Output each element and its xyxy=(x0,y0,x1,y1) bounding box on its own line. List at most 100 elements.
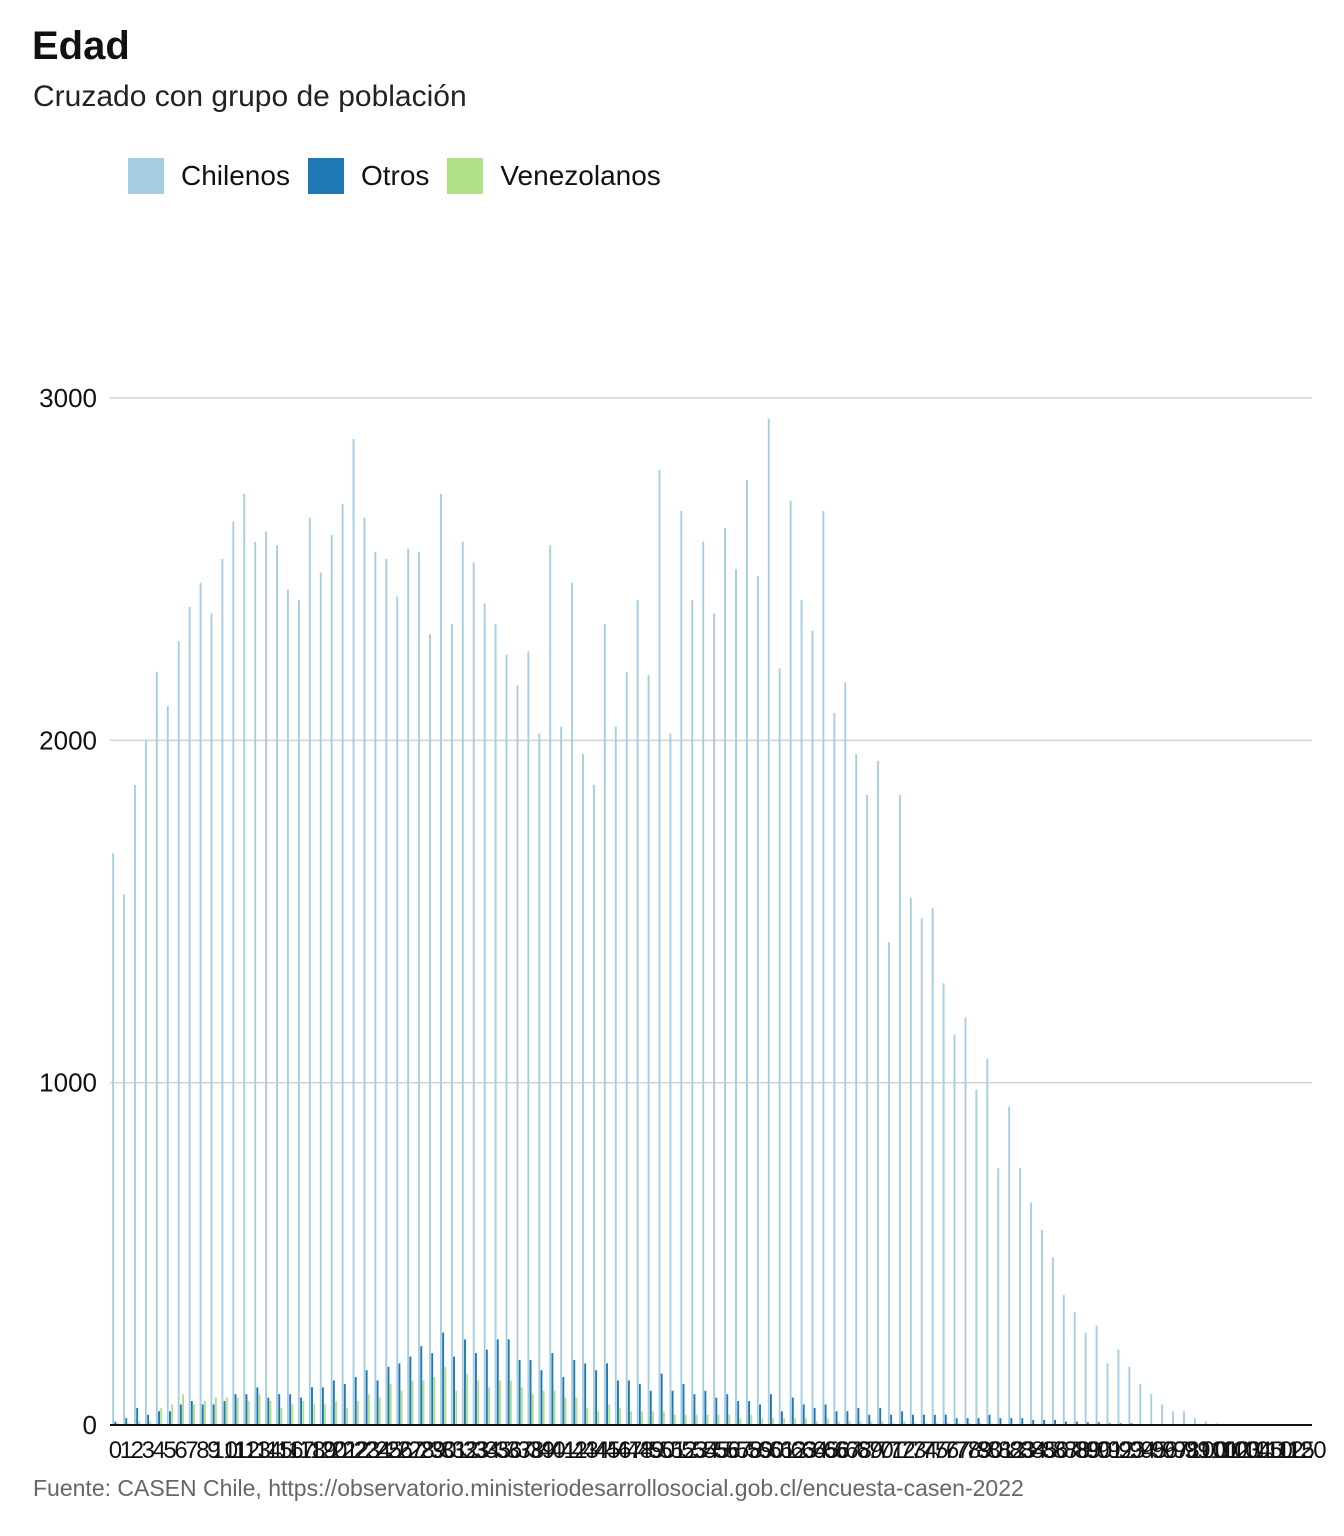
bar-chilenos-14[interactable] xyxy=(265,531,268,1425)
bar-chilenos-57[interactable] xyxy=(735,569,737,1425)
bar-chilenos-15[interactable] xyxy=(276,545,278,1425)
bar-otros-37[interactable] xyxy=(518,1359,521,1425)
bar-venezolanos-41[interactable] xyxy=(564,1397,567,1425)
bar-chilenos-61[interactable] xyxy=(778,668,781,1425)
bar-venezolanos-23[interactable] xyxy=(367,1394,370,1425)
bar-chilenos-48[interactable] xyxy=(636,599,639,1425)
bar-otros-78[interactable] xyxy=(966,1418,969,1425)
bar-otros-40[interactable] xyxy=(551,1353,554,1425)
bar-otros-2[interactable] xyxy=(136,1407,139,1425)
bar-chilenos-12[interactable] xyxy=(243,493,246,1426)
bar-chilenos-65[interactable] xyxy=(822,510,825,1426)
bar-otros-31[interactable] xyxy=(453,1356,456,1425)
bar-chilenos-41[interactable] xyxy=(560,726,563,1425)
bar-venezolanos-31[interactable] xyxy=(455,1390,458,1425)
bar-otros-52[interactable] xyxy=(682,1383,685,1425)
bar-chilenos-60[interactable] xyxy=(767,418,770,1425)
bar-otros-13[interactable] xyxy=(256,1387,259,1425)
bar-otros-12[interactable] xyxy=(245,1394,248,1425)
bar-chilenos-68[interactable] xyxy=(855,754,858,1425)
bar-chilenos-55[interactable] xyxy=(713,613,716,1425)
bar-otros-23[interactable] xyxy=(365,1370,368,1425)
bar-chilenos-49[interactable] xyxy=(647,675,650,1425)
bar-chilenos-30[interactable] xyxy=(440,493,442,1426)
bar-chilenos-40[interactable] xyxy=(549,545,552,1425)
bar-venezolanos-5[interactable] xyxy=(171,1404,174,1425)
bar-chilenos-43[interactable] xyxy=(582,754,584,1425)
legend-item-otros[interactable]: Otros xyxy=(307,158,429,194)
bar-otros-66[interactable] xyxy=(835,1411,838,1425)
bar-chilenos-9[interactable] xyxy=(210,613,213,1425)
bar-venezolanos-26[interactable] xyxy=(400,1390,403,1425)
bar-chilenos-53[interactable] xyxy=(691,599,694,1425)
bar-otros-68[interactable] xyxy=(857,1407,860,1425)
bar-chilenos-21[interactable] xyxy=(341,504,344,1425)
bar-otros-41[interactable] xyxy=(562,1377,565,1425)
bar-venezolanos-13[interactable] xyxy=(258,1394,261,1425)
bar-venezolanos-19[interactable] xyxy=(324,1404,327,1425)
bar-otros-11[interactable] xyxy=(234,1394,237,1425)
bar-otros-69[interactable] xyxy=(868,1414,871,1425)
bar-venezolanos-51[interactable] xyxy=(673,1414,676,1425)
bar-otros-55[interactable] xyxy=(715,1397,718,1425)
bar-venezolanos-47[interactable] xyxy=(630,1411,633,1425)
bar-chilenos-93[interactable] xyxy=(1128,1366,1131,1425)
bar-otros-53[interactable] xyxy=(693,1394,696,1425)
bar-chilenos-75[interactable] xyxy=(931,908,934,1425)
bar-venezolanos-40[interactable] xyxy=(553,1390,556,1425)
bar-otros-29[interactable] xyxy=(431,1353,434,1425)
bar-venezolanos-44[interactable] xyxy=(597,1411,600,1425)
bar-otros-90[interactable] xyxy=(1097,1422,1100,1425)
bar-venezolanos-16[interactable] xyxy=(291,1404,294,1425)
bar-venezolanos-32[interactable] xyxy=(466,1373,469,1425)
bar-venezolanos-58[interactable] xyxy=(750,1414,753,1425)
bar-chilenos-98[interactable] xyxy=(1183,1411,1185,1425)
bar-venezolanos-29[interactable] xyxy=(433,1377,436,1425)
bar-otros-4[interactable] xyxy=(158,1411,160,1425)
bar-otros-43[interactable] xyxy=(584,1363,587,1425)
bar-chilenos-32[interactable] xyxy=(461,541,464,1425)
bar-venezolanos-11[interactable] xyxy=(236,1397,239,1425)
bar-venezolanos-68[interactable] xyxy=(859,1421,862,1425)
bar-chilenos-78[interactable] xyxy=(964,1017,967,1425)
bar-chilenos-34[interactable] xyxy=(483,603,486,1425)
bar-venezolanos-27[interactable] xyxy=(411,1380,414,1426)
bar-otros-61[interactable] xyxy=(780,1411,783,1425)
bar-chilenos-46[interactable] xyxy=(614,726,617,1425)
bar-chilenos-38[interactable] xyxy=(527,651,530,1425)
bar-chilenos-39[interactable] xyxy=(538,733,541,1425)
bar-otros-75[interactable] xyxy=(933,1414,936,1425)
bar-chilenos-42[interactable] xyxy=(571,582,574,1425)
bar-venezolanos-17[interactable] xyxy=(302,1401,305,1425)
bar-otros-34[interactable] xyxy=(485,1349,488,1425)
bar-venezolanos-55[interactable] xyxy=(717,1414,720,1425)
bar-otros-6[interactable] xyxy=(179,1404,182,1425)
bar-venezolanos-4[interactable] xyxy=(160,1407,163,1425)
bar-venezolanos-62[interactable] xyxy=(794,1418,796,1425)
bar-chilenos-83[interactable] xyxy=(1019,1168,1022,1425)
bar-otros-10[interactable] xyxy=(223,1401,226,1425)
bar-chilenos-72[interactable] xyxy=(898,795,901,1425)
bar-chilenos-69[interactable] xyxy=(866,795,869,1425)
bar-otros-49[interactable] xyxy=(649,1390,652,1425)
bar-venezolanos-52[interactable] xyxy=(684,1414,687,1425)
bar-venezolanos-61[interactable] xyxy=(783,1418,786,1425)
bar-venezolanos-21[interactable] xyxy=(346,1407,348,1425)
bar-chilenos-54[interactable] xyxy=(702,541,705,1425)
bar-otros-17[interactable] xyxy=(300,1397,303,1425)
bar-venezolanos-39[interactable] xyxy=(542,1390,545,1425)
bar-otros-39[interactable] xyxy=(540,1370,543,1425)
bar-chilenos-59[interactable] xyxy=(756,576,759,1425)
bar-venezolanos-48[interactable] xyxy=(641,1411,643,1425)
bar-otros-16[interactable] xyxy=(289,1394,292,1425)
bar-chilenos-27[interactable] xyxy=(407,548,410,1425)
bar-chilenos-81[interactable] xyxy=(997,1168,1000,1425)
bar-chilenos-82[interactable] xyxy=(1008,1106,1011,1425)
bar-chilenos-79[interactable] xyxy=(975,1089,978,1425)
bar-otros-7[interactable] xyxy=(190,1401,193,1425)
bar-chilenos-97[interactable] xyxy=(1172,1411,1175,1425)
bar-otros-62[interactable] xyxy=(791,1397,794,1425)
bar-venezolanos-25[interactable] xyxy=(389,1383,392,1425)
bar-chilenos-31[interactable] xyxy=(450,623,453,1425)
bar-chilenos-74[interactable] xyxy=(920,918,923,1425)
